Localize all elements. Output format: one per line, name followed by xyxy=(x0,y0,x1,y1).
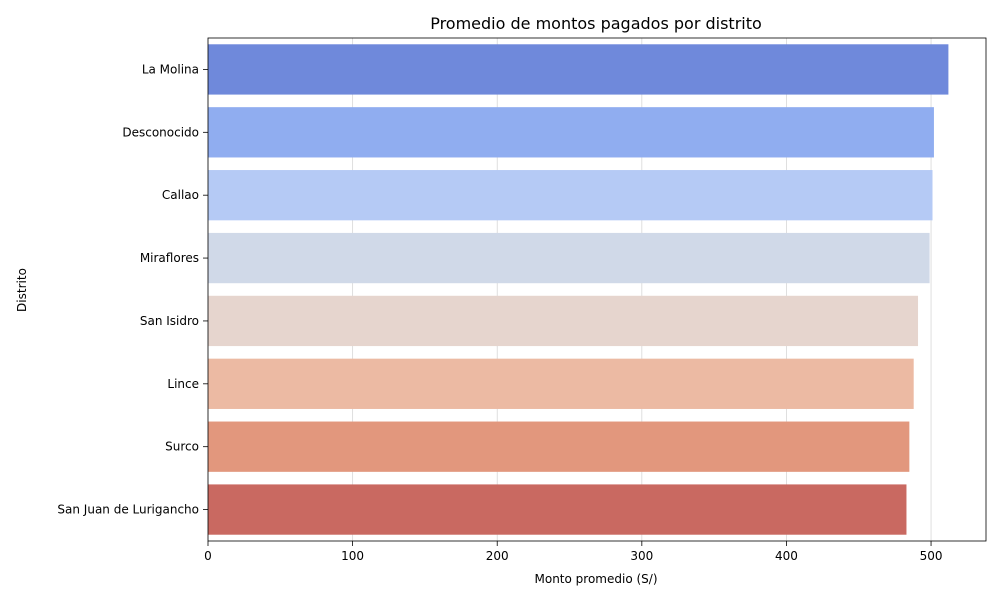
bar-callao xyxy=(208,170,933,221)
x-tick-label-0: 0 xyxy=(204,549,212,563)
y-tick-label-san-juan-de-lurigancho: San Juan de Lurigancho xyxy=(57,503,199,517)
y-tick-label-desconocido: Desconocido xyxy=(122,125,199,139)
y-tick-label-surco: Surco xyxy=(165,440,199,454)
y-tick-label-callao: Callao xyxy=(162,188,199,202)
bar-desconocido xyxy=(208,107,934,158)
bars xyxy=(208,44,949,535)
bar-lince xyxy=(208,358,914,409)
y-ticks: La Molina Desconocido Callao Miraflores San … xyxy=(57,62,208,517)
y-tick-label-san-isidro: San Isidro xyxy=(140,314,199,328)
x-tick-label-300: 300 xyxy=(630,549,653,563)
bar-san-isidro xyxy=(208,295,919,347)
bar-san-juan-de-lurigancho xyxy=(208,484,907,535)
y-tick-label-lince: Lince xyxy=(167,377,199,391)
x-tick-label-400: 400 xyxy=(775,549,798,563)
y-tick-label-miraflores: Miraflores xyxy=(140,251,199,265)
plot-frame xyxy=(207,37,987,542)
bar-la-molina xyxy=(208,44,949,95)
x-axis-label: Monto promedio (S/) xyxy=(535,572,658,586)
x-ticks: 0 100 200 300 400 500 xyxy=(204,541,943,563)
axes xyxy=(207,37,987,542)
x-tick-label-200: 200 xyxy=(486,549,509,563)
chart-title: Promedio de montos pagados por distrito xyxy=(430,14,762,33)
bar-surco xyxy=(208,421,910,472)
x-tick-label-100: 100 xyxy=(341,549,364,563)
x-tick-label-500: 500 xyxy=(920,549,943,563)
y-axis-label: Distrito xyxy=(15,268,29,312)
y-tick-label-la-molina: La Molina xyxy=(142,62,199,76)
bar-miraflores xyxy=(208,232,930,284)
